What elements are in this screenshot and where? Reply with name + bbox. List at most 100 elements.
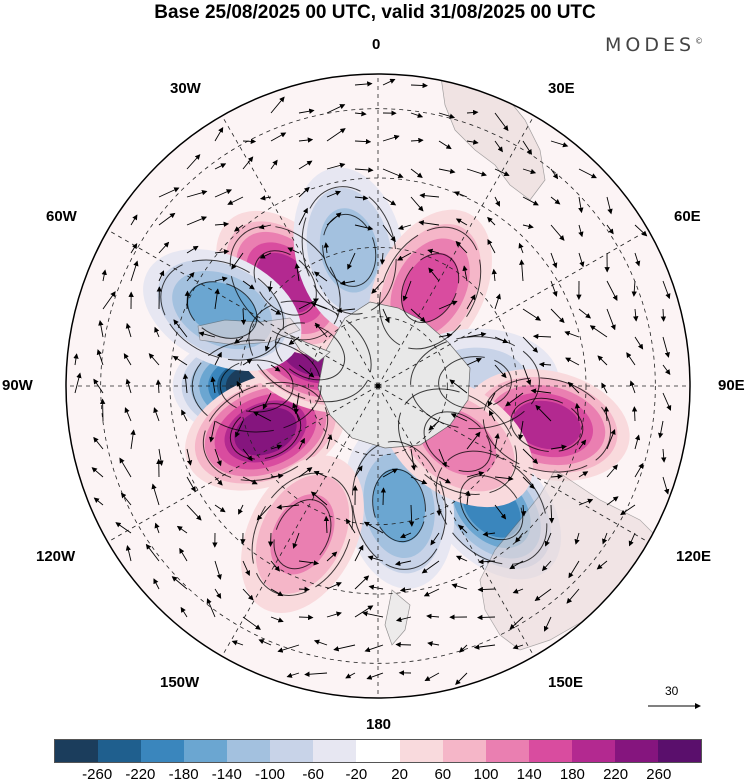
wind-arrow <box>578 224 584 238</box>
wind-arrow <box>124 407 132 422</box>
wind-arrow <box>326 104 346 114</box>
wind-arrow <box>550 444 567 450</box>
wind-arrow <box>522 336 539 353</box>
wind-arrow <box>176 525 188 534</box>
wind-arrow <box>186 476 196 493</box>
meridian-line <box>377 385 535 657</box>
wind-arrow <box>362 611 384 618</box>
wind-arrow <box>466 168 487 177</box>
colorbar-swatch <box>98 740 142 762</box>
wind-arrow <box>631 406 638 422</box>
wind-arrow <box>466 471 485 478</box>
wind-arrow <box>270 308 282 315</box>
streamline <box>510 397 584 453</box>
wind-arrow <box>379 252 386 265</box>
wind-arrow <box>578 168 597 179</box>
wind-arrow <box>210 376 216 394</box>
streamline <box>187 281 258 339</box>
wind-arrow <box>354 110 367 117</box>
wind-arrow <box>154 522 160 534</box>
wind-arrow <box>522 308 542 321</box>
wind-arrow <box>423 588 440 597</box>
wind-arrow <box>606 308 616 331</box>
colorbar-tick-label: -60 <box>302 766 325 783</box>
wind-arrow <box>382 134 400 142</box>
wind-arrow <box>214 126 224 142</box>
wind-arrow <box>410 112 424 118</box>
wind-arrow <box>418 220 440 226</box>
wind-arrow <box>101 269 107 282</box>
wind-arrow <box>277 644 300 653</box>
wind-arrow <box>288 336 300 345</box>
wind-arrow <box>181 409 188 422</box>
wind-arrow <box>148 353 160 366</box>
wind-arrow <box>326 128 346 142</box>
wind-arrow <box>603 406 610 422</box>
streamline <box>248 300 372 403</box>
wind-arrow <box>410 137 424 144</box>
wind-arrow <box>589 325 608 338</box>
anomaly-contour <box>270 494 335 575</box>
wind-arrow <box>550 196 561 205</box>
wind-arrow <box>458 524 468 534</box>
wind-arrow <box>661 448 667 463</box>
colorbar-tick-label: -260 <box>82 766 113 783</box>
wind-arrow <box>629 380 636 394</box>
wind-arrow <box>494 364 507 379</box>
wind-arrow <box>206 598 216 618</box>
wind-arrow <box>430 532 440 546</box>
wind-arrow <box>242 616 261 630</box>
wind-arrow <box>466 109 479 116</box>
wind-arrow <box>304 671 328 677</box>
colorbar-swatch <box>184 740 228 762</box>
wind-arrow <box>382 468 398 478</box>
wind-arrow <box>658 420 664 439</box>
wind-arrow <box>438 140 452 150</box>
wind-arrow <box>395 616 412 623</box>
map-title: Base 25/08/2025 00 UTC, valid 31/08/2025… <box>154 2 596 23</box>
wind-arrow <box>453 191 468 198</box>
meridian-line <box>221 115 379 387</box>
wind-arrow <box>455 240 468 254</box>
colorbar-swatch <box>356 740 400 762</box>
wind-arrow <box>397 252 412 261</box>
wind-arrow <box>535 404 552 422</box>
wind-arrow <box>455 218 468 226</box>
wind-arrow <box>494 112 509 132</box>
colorbar-tick-label: -140 <box>211 766 242 783</box>
wind-arrow <box>242 280 255 290</box>
wind-arrow <box>574 532 580 545</box>
wind-arrow <box>473 644 496 650</box>
colorbar-swatch <box>270 740 314 762</box>
wind-arrow <box>662 476 670 495</box>
meridian-line <box>377 385 649 543</box>
wind-arrow <box>366 672 384 680</box>
wind-arrow <box>339 280 356 286</box>
wind-arrow <box>662 336 670 358</box>
wind-arrow <box>198 331 216 338</box>
wind-arrow <box>364 644 384 653</box>
wind-arrow <box>125 322 132 338</box>
wind-arrow <box>380 487 387 506</box>
wind-arrow <box>402 280 412 302</box>
wind-arrow <box>410 308 426 323</box>
wind-arrow <box>154 326 160 338</box>
wind-arrow <box>326 434 333 450</box>
wind-arrow <box>602 532 608 545</box>
streamline <box>275 322 346 381</box>
wind-arrow <box>382 308 390 324</box>
wind-arrow <box>382 78 396 86</box>
wind-arrow <box>541 560 552 572</box>
wind-arrow <box>574 402 581 422</box>
colorbar-swatch <box>485 740 529 762</box>
wind-arrow <box>151 483 160 506</box>
colorbar-swatch <box>141 740 185 762</box>
wind-arrow <box>410 196 424 212</box>
streamline <box>229 225 341 341</box>
anomaly-contour <box>401 252 459 324</box>
wind-arrow <box>606 224 614 235</box>
wind-arrow <box>333 644 356 652</box>
wind-arrow <box>487 239 496 254</box>
longitude-label: 120E <box>676 548 712 565</box>
